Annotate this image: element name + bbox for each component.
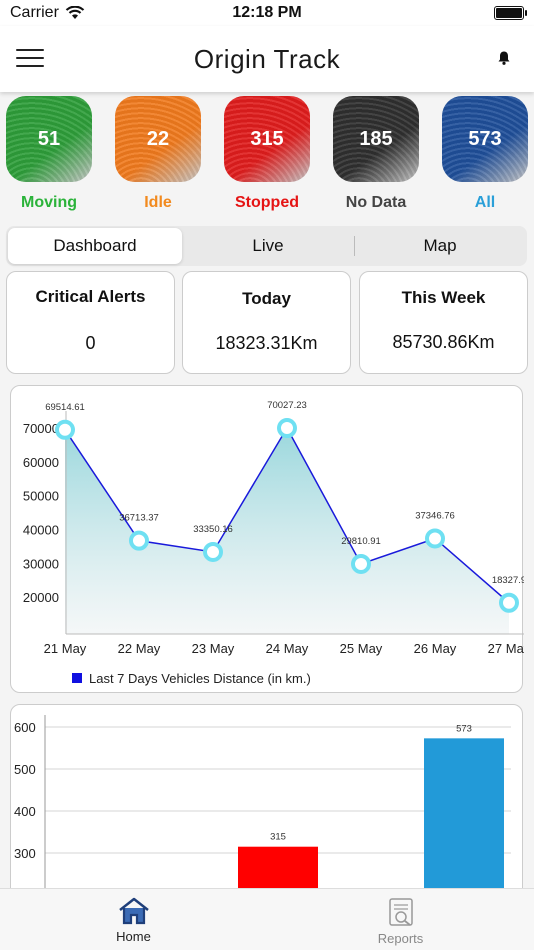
y-tick-label: 40000 <box>23 523 59 538</box>
tab-dashboard[interactable]: Dashboard <box>8 228 182 264</box>
data-point[interactable] <box>203 541 223 562</box>
data-point[interactable] <box>351 553 371 574</box>
x-tick-label: 23 May <box>192 641 235 656</box>
bar-all[interactable] <box>424 738 504 904</box>
stat-value: 18323.31Km <box>215 333 318 353</box>
stat-value: 85730.86Km <box>392 332 495 352</box>
y-tick-label: 60000 <box>23 455 59 470</box>
x-tick-label: 26 May <box>414 641 457 656</box>
y-tick-label: 500 <box>14 762 36 777</box>
tile-label-idle: Idle <box>144 194 172 211</box>
tile-pattern <box>442 96 528 182</box>
line-chart-card: 70000 60000 50000 40000 30000 20000 69514.61 3… <box>10 385 531 693</box>
data-point[interactable] <box>277 418 297 439</box>
tile-stopped[interactable]: 315 <box>224 96 310 182</box>
x-tick-label: 21 May <box>44 641 87 656</box>
bar-chart: 315 573 600 500 400 300 <box>14 715 511 904</box>
today-card[interactable]: Today 18323.31Km <box>182 271 351 374</box>
tab-map[interactable]: Map <box>423 236 457 255</box>
bar-value-label: 573 <box>456 723 472 734</box>
y-tick-label: 50000 <box>23 489 59 504</box>
tile-label-moving: Moving <box>21 194 77 211</box>
status-left: Carrier <box>10 4 85 22</box>
tile-label-all: All <box>474 194 496 211</box>
battery-icon <box>494 6 527 20</box>
bottom-tabbar: Home Reports <box>0 888 534 950</box>
page-title: Origin Track <box>193 43 341 74</box>
status-tiles: 51 22 315 185 573 Moving Idle Stopped No… <box>0 96 534 216</box>
reports-icon <box>388 898 413 926</box>
y-tick-label: 70000 <box>23 421 59 436</box>
tile-pattern <box>333 96 419 182</box>
tile-value: 573 <box>468 127 502 150</box>
x-tick-label: 25 May <box>340 641 383 656</box>
app-header: Origin Track <box>0 26 534 92</box>
data-point[interactable] <box>129 530 149 551</box>
menu-button[interactable] <box>16 49 44 67</box>
data-point[interactable] <box>425 528 445 549</box>
data-point-label: 36713.37 <box>119 513 159 524</box>
x-tick-label: 22 May <box>118 641 161 656</box>
stat-value: 0 <box>85 333 96 353</box>
x-tick-label: 24 May <box>266 641 309 656</box>
data-point-label: 29810.91 <box>341 536 381 547</box>
tab-label-reports: Reports <box>377 931 424 946</box>
tile-all[interactable]: 573 <box>442 96 528 182</box>
bell-icon[interactable] <box>496 50 512 66</box>
menu-icon-line <box>16 57 44 59</box>
y-tick-label: 600 <box>14 720 36 735</box>
tile-pattern <box>115 96 201 182</box>
y-tick-label: 400 <box>14 804 36 819</box>
data-point[interactable] <box>499 592 519 613</box>
carrier-label: Carrier <box>10 4 59 21</box>
data-point-label: 33350.16 <box>193 524 233 535</box>
this-week-card[interactable]: This Week 85730.86Km <box>359 271 528 374</box>
legend-swatch <box>72 673 82 683</box>
wifi-icon <box>65 6 85 19</box>
tab-reports[interactable]: Reports <box>267 889 534 950</box>
tile-label-stopped: Stopped <box>235 194 299 211</box>
tile-pattern <box>6 96 92 182</box>
tile-idle[interactable]: 22 <box>115 96 201 182</box>
tile-value: 315 <box>250 127 284 150</box>
data-point-label: 69514.61 <box>45 402 85 413</box>
stat-title: Today <box>242 289 291 308</box>
stat-title: Critical Alerts <box>35 287 146 306</box>
area-fill <box>65 428 509 634</box>
bar-chart-card: 315 573 600 500 400 300 <box>10 704 523 904</box>
data-point[interactable] <box>55 419 75 440</box>
home-icon <box>118 897 149 925</box>
tile-label-no-data: No Data <box>345 194 407 211</box>
stat-title: This Week <box>401 288 486 307</box>
tile-moving[interactable]: 51 <box>6 96 92 182</box>
status-bar: Carrier 12:18 PM <box>0 0 534 26</box>
y-tick-label: 30000 <box>23 556 59 571</box>
data-point-label: 70027.23 <box>267 400 307 411</box>
tab-label-home: Home <box>116 929 151 944</box>
tile-no-data[interactable]: 185 <box>333 96 419 182</box>
tile-value: 22 <box>146 127 170 150</box>
y-tick-label: 20000 <box>23 590 59 605</box>
legend-label: Last 7 Days Vehicles Distance (in km.) <box>89 671 311 686</box>
bar-value-label: 315 <box>270 832 286 843</box>
segmented-control: Dashboard Live Map <box>6 226 527 266</box>
battery-fill <box>496 8 522 18</box>
critical-alerts-card[interactable]: Critical Alerts 0 <box>6 271 175 374</box>
tile-pattern <box>224 96 310 182</box>
data-point-label: 18327.9 <box>492 575 524 586</box>
y-tick-label: 300 <box>14 846 36 861</box>
menu-icon-line <box>16 65 44 67</box>
line-chart: 70000 60000 50000 40000 30000 20000 69514.61 3… <box>23 400 531 686</box>
tile-value: 185 <box>359 127 393 150</box>
data-point-label: 37346.76 <box>415 510 455 521</box>
segment-divider <box>354 236 355 256</box>
tab-home[interactable]: Home <box>0 889 267 950</box>
tile-value: 51 <box>37 127 61 150</box>
tab-live[interactable]: Live <box>252 236 284 255</box>
menu-icon-line <box>16 49 44 51</box>
x-tick-label: 27 May <box>488 641 524 656</box>
